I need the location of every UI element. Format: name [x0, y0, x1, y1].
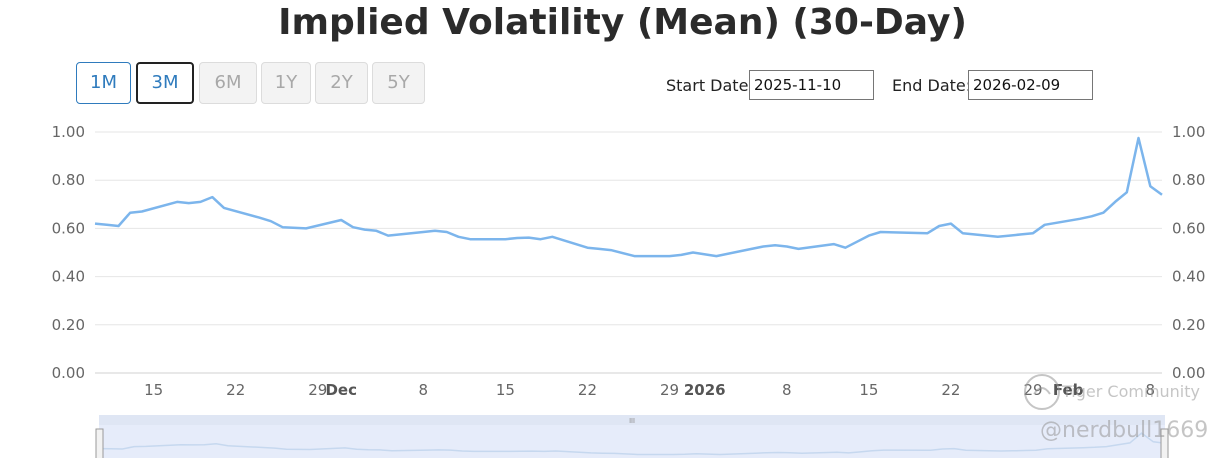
y-tick-label-left: 0.20 [52, 316, 85, 334]
series-line [94, 136, 1163, 258]
x-tick-label: 8 [1146, 381, 1156, 399]
x-tick-label: 8 [782, 381, 792, 399]
y-tick-label-right: 1.00 [1172, 123, 1205, 141]
x-tick-label: Feb [1053, 381, 1084, 399]
range-button-1m[interactable]: 1M [76, 62, 131, 104]
y-tick-label-left: 0.60 [52, 219, 85, 237]
y-tick-label-left: 1.00 [52, 123, 85, 141]
watermark-user: @nerdbull1669 [1040, 418, 1209, 443]
end-date-label: End Date: [892, 76, 972, 95]
x-tick-label: 29 [660, 381, 679, 399]
y-tick-label-left: 0.00 [52, 364, 85, 382]
range-button-5y[interactable]: 5Y [372, 62, 425, 104]
navigator-scrollbar [99, 415, 1165, 425]
x-tick-label: 15 [859, 381, 878, 399]
y-tick-label-right: 0.20 [1172, 316, 1205, 334]
x-tick-label: Dec [325, 381, 357, 399]
chart-title: Implied Volatility (Mean) (30-Day) [278, 2, 967, 43]
navigator-scroll-grip: III [629, 418, 635, 425]
x-tick-label: 29 [1023, 381, 1042, 399]
y-tick-label-right: 0.60 [1172, 219, 1205, 237]
y-tick-label-right: 0.40 [1172, 268, 1205, 286]
x-tick-label: 29 [308, 381, 327, 399]
x-tick-label: 8 [419, 381, 429, 399]
watermark-brand: Tiger Community [1062, 382, 1200, 401]
navigator-handle-right [1160, 428, 1169, 458]
start-date-input[interactable] [749, 70, 874, 100]
y-tick-label-right: 0.00 [1172, 364, 1205, 382]
y-tick-label-left: 0.40 [52, 268, 85, 286]
navigator-handle-left [95, 428, 104, 458]
x-tick-label: 15 [496, 381, 515, 399]
x-tick-label: 22 [226, 381, 245, 399]
start-date-label: Start Date: [666, 76, 754, 95]
range-button-2y[interactable]: 2Y [315, 62, 368, 104]
x-tick-label: 22 [941, 381, 960, 399]
range-button-6m[interactable]: 6M [199, 62, 257, 104]
navigator-mask [99, 425, 1165, 458]
range-button-1y[interactable]: 1Y [261, 62, 311, 104]
x-tick-label: 2026 [684, 381, 726, 399]
end-date-input[interactable] [968, 70, 1093, 100]
range-button-3m[interactable]: 3M [136, 62, 194, 104]
y-tick-label-left: 0.80 [52, 171, 85, 189]
x-tick-label: 15 [144, 381, 163, 399]
navigator-series-line [98, 432, 1166, 456]
y-tick-label-right: 0.80 [1172, 171, 1205, 189]
x-tick-label: 22 [578, 381, 597, 399]
tiger-logo-icon [1022, 372, 1062, 412]
